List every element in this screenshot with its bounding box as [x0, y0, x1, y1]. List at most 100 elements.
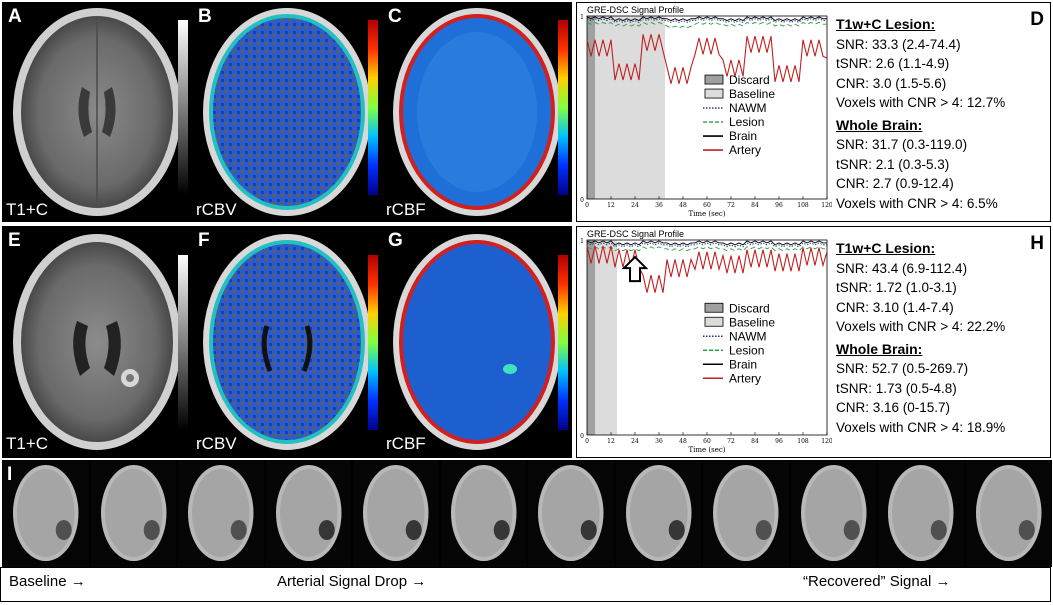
series-line-lesion — [586, 246, 827, 252]
panel-letter: D — [1030, 9, 1044, 30]
dsc-frame-image — [713, 465, 779, 561]
legend-label: Brain — [729, 129, 757, 143]
series-line-brain — [586, 16, 827, 22]
series-line-artery — [586, 245, 828, 293]
series-line-artery — [586, 34, 828, 84]
modality-label: rCBF — [386, 434, 426, 453]
stat-line: SNR: 31.7 (0.3-119.0) — [836, 137, 968, 152]
panel-c: C rCBF — [382, 2, 572, 222]
legend-label: NAWM — [729, 329, 767, 343]
grayscale-colorbar — [178, 255, 188, 430]
stat-line: SNR: 33.3 (2.4-74.4) — [836, 36, 961, 52]
dsc-frame-image — [538, 465, 604, 561]
dsc-frame-image — [188, 465, 254, 561]
panel-g: G rCBF — [382, 226, 572, 458]
signal-profile-chart: GRE-DSC Signal Profile 0 1 0 12 24 36 48 60 72 84 9… — [580, 229, 832, 454]
x-tick-label: 96 — [775, 438, 783, 445]
caption-bar: Baseline → Arterial Signal Drop → “Recov… — [0, 567, 1051, 602]
legend-swatch-baseline — [704, 88, 724, 99]
dsc-frame-thumb — [3, 460, 89, 567]
panel-f: F rCBV — [192, 226, 382, 458]
caption-arterial-drop: Arterial Signal Drop → — [277, 573, 427, 590]
right-box-d: GRE-DSC Signal Profile 0 1 0 12 24 36 48 60 72 84 9… — [576, 2, 1051, 222]
legend-label: Lesion — [729, 343, 764, 357]
x-tick-label: 36 — [655, 438, 663, 445]
stat-line: Voxels with CNR > 4: 18.9% — [836, 419, 1006, 435]
y-tick-label: 0 — [580, 197, 584, 204]
stat-line: Voxels with CNR > 4: 6.5% — [836, 195, 998, 211]
stat-line: CNR: 3.16 (0-15.7) — [836, 400, 951, 415]
x-tick-label: 0 — [585, 438, 589, 445]
panel-letter: E — [8, 230, 21, 251]
brain-image-t1c — [13, 8, 181, 216]
x-tick-label: 60 — [703, 438, 711, 445]
brain-header: Whole Brain: — [836, 116, 923, 133]
dsc-frame-thumb — [528, 460, 614, 567]
stat-line: SNR: 52.7 (0.5-269.7) — [836, 361, 969, 376]
panel-letter: B — [198, 6, 212, 27]
x-tick-label: 12 — [607, 438, 615, 445]
jet-colorbar — [558, 255, 568, 430]
stat-line: tSNR: 2.6 (1.1-4.9) — [836, 56, 950, 71]
legend-label: Lesion — [729, 115, 764, 129]
series-line-nawm — [586, 18, 827, 23]
panel-letter: I — [7, 464, 13, 485]
stat-line: CNR: 2.7 (0.9-12.4) — [836, 176, 954, 191]
signal-profile-chart: GRE-DSC Signal Profile 0 1 0 12 24 36 48 60 72 84 9… — [580, 5, 832, 218]
modality-label: rCBF — [386, 200, 426, 219]
series-line-nawm — [586, 242, 827, 248]
x-tick-label: 108 — [797, 202, 809, 209]
dsc-frame-thumb — [353, 460, 439, 567]
dsc-frame-thumb — [790, 460, 876, 567]
stats-block: T1w+C Lesion: SNR: 43.4 (6.9-112.4) tSNR… — [836, 239, 1005, 437]
x-tick-label: 96 — [775, 202, 783, 209]
dsc-frame-thumb — [878, 460, 964, 567]
dsc-frame-thumb — [703, 460, 789, 567]
x-tick-label: 60 — [703, 202, 711, 209]
x-tick-label: 48 — [679, 438, 687, 445]
shaded-baseline — [595, 240, 617, 435]
caption-recovered: “Recovered” Signal → — [803, 573, 951, 590]
dsc-frame-thumb — [265, 460, 351, 567]
legend-label: Artery — [729, 143, 761, 157]
dsc-frame-strip: I — [2, 460, 1052, 567]
shaded-discard — [587, 16, 595, 199]
x-tick-label: 12 — [607, 202, 615, 209]
brain-header: Whole Brain: — [836, 340, 923, 357]
legend-label: Baseline — [729, 315, 775, 329]
shaded-baseline — [595, 16, 665, 199]
shaded-discard — [587, 240, 595, 435]
legend-label: Baseline — [729, 87, 775, 101]
brain-image-t1c — [13, 234, 181, 450]
legend-label: Brain — [729, 357, 757, 371]
x-tick-label: 108 — [797, 438, 809, 445]
jet-colorbar — [368, 255, 378, 430]
dsc-frame-image — [888, 465, 954, 561]
panel-b: B rCBV — [192, 2, 382, 222]
y-tick-label: 1 — [580, 238, 584, 245]
legend-label: Discard — [729, 301, 770, 315]
x-tick-label: 24 — [631, 438, 639, 445]
panel-letter: C — [388, 6, 402, 27]
panel-letter: G — [388, 230, 403, 251]
brain-image-rcbv — [203, 8, 371, 216]
modality-label: rCBV — [196, 200, 237, 219]
modality-label: T1+C — [6, 434, 49, 453]
x-tick-label: 36 — [655, 202, 663, 209]
x-axis-label: Time (sec) — [688, 446, 725, 454]
x-tick-label: 72 — [727, 202, 735, 209]
panel-letter: F — [198, 230, 210, 251]
panel-a: A T1+C — [2, 2, 192, 222]
legend-label: Artery — [729, 371, 761, 385]
dsc-frame-image — [625, 465, 691, 561]
stat-line: tSNR: 2.1 (0.3-5.3) — [836, 156, 950, 172]
x-tick-label: 120 — [821, 438, 832, 445]
legend-swatch-baseline — [704, 316, 724, 327]
dsc-frame-image — [100, 465, 166, 561]
x-tick-label: 48 — [679, 202, 687, 209]
right-box-h: GRE-DSC Signal Profile 0 1 0 12 24 36 48 60 72 84 9… — [576, 226, 1051, 458]
stat-line: CNR: 3.0 (1.5-5.6) — [836, 75, 947, 91]
dsc-frame-thumb — [178, 460, 264, 567]
x-tick-label: 24 — [631, 202, 639, 209]
legend-label: NAWM — [729, 101, 767, 115]
